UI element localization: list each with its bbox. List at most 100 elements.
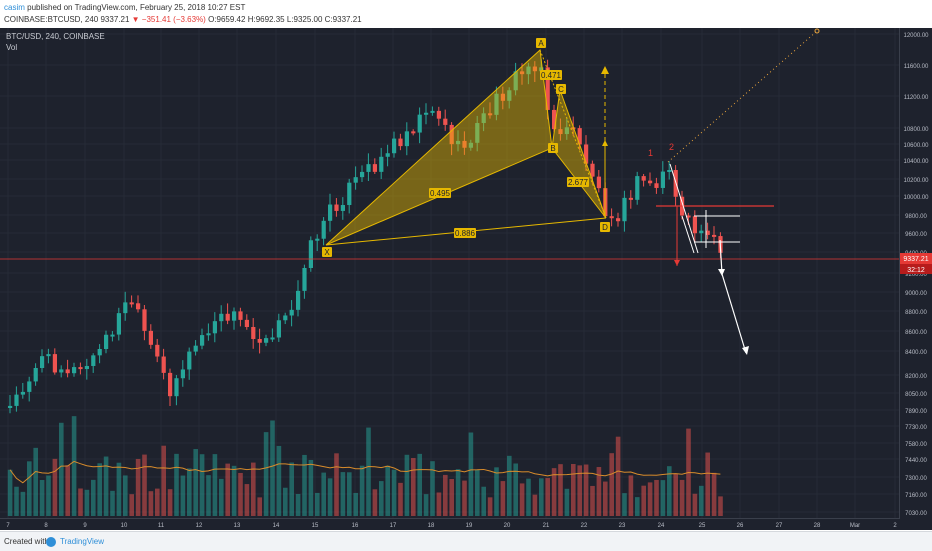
volume-bar: [110, 491, 115, 516]
candle-body: [283, 315, 287, 320]
publish-info: published on TradingView.com, February 2…: [27, 3, 245, 12]
volume-bar: [78, 488, 83, 516]
publication-header: casim published on TradingView.com, Febr…: [0, 0, 932, 30]
candle-body: [40, 356, 44, 368]
chart-area[interactable]: 0.495 0.471 2.677 0.886 X A B C: [0, 28, 932, 530]
volume-bar: [302, 455, 307, 516]
volume-bar: [398, 483, 403, 516]
candle-body: [27, 381, 31, 391]
volume-bar: [584, 465, 589, 516]
legend-title: BTC/USD, 240, COINBASE: [6, 32, 105, 41]
tradingview-logo-icon: [46, 537, 56, 547]
candle-body: [270, 337, 274, 339]
price-tick-label: 9800.00: [905, 214, 927, 220]
ratio-0-495: 0.495: [429, 188, 451, 198]
time-tick-label: 11: [158, 523, 165, 529]
candle-body: [296, 291, 300, 310]
volume-bar: [328, 478, 333, 516]
volume-bar: [539, 478, 544, 516]
candle-body: [373, 164, 377, 172]
ratio-label-0-495: 0.495: [430, 189, 451, 198]
price-tick-label: 10600.00: [903, 143, 929, 149]
tradingview-link[interactable]: TradingView: [60, 532, 104, 551]
volume-bar: [449, 479, 454, 516]
volume-bar: [379, 481, 384, 516]
last-price: 9337.21: [100, 15, 129, 24]
chart-background: [0, 28, 932, 530]
volume-bar: [360, 466, 365, 516]
chart-svg[interactable]: 0.495 0.471 2.677 0.886 X A B C: [0, 28, 932, 530]
time-tick-label: 19: [466, 523, 473, 529]
volume-bar: [533, 495, 538, 516]
volume-bar: [142, 455, 147, 516]
time-tick-label: 26: [737, 523, 744, 529]
volume-bar: [635, 497, 640, 516]
price-axis[interactable]: 12000.0011600.0011200.0010800.0010600.00…: [900, 28, 932, 518]
candle-body: [142, 309, 146, 331]
price-tick-label: 12000.00: [903, 33, 929, 39]
candle-body: [8, 406, 12, 408]
candle-body: [98, 349, 102, 355]
candle-body: [366, 164, 370, 172]
volume-bar: [654, 480, 659, 516]
candle-body: [110, 335, 114, 337]
candle-body: [213, 321, 217, 333]
candle-body: [72, 367, 76, 373]
point-d: D: [600, 222, 610, 232]
volume-bar: [673, 474, 678, 516]
volume-bar: [85, 490, 90, 516]
candle-body: [104, 335, 108, 349]
volume-bar: [72, 416, 77, 516]
volume-bar: [46, 475, 51, 516]
price-tick-label: 7580.00: [905, 442, 927, 448]
point-c: C: [556, 84, 566, 94]
author-link[interactable]: casim: [4, 3, 25, 12]
price-tick-label: 7160.00: [905, 493, 927, 499]
volume-bar: [59, 423, 64, 516]
candle-body: [251, 327, 255, 339]
price-tick-label: 11200.00: [904, 95, 929, 101]
candle-body: [418, 115, 422, 133]
ratio-0-886: 0.886: [454, 228, 476, 238]
volume-bar: [91, 480, 96, 516]
price-tick-label: 7440.00: [905, 458, 927, 464]
point-b: B: [548, 143, 558, 153]
ohlc-open: O:9659.42: [208, 15, 245, 24]
created-with-label: Created with: [4, 532, 49, 551]
volume-bar: [315, 493, 320, 516]
candle-body: [46, 354, 50, 356]
volume-bar: [129, 494, 134, 516]
candle-body: [642, 176, 646, 181]
time-tick-label: 24: [658, 523, 665, 529]
volume-bar: [373, 489, 378, 516]
candle-body: [411, 131, 415, 133]
volume-bar: [149, 491, 154, 516]
volume-bar: [161, 446, 166, 516]
price-tick-label: 10400.00: [903, 159, 929, 165]
volume-bar: [296, 494, 301, 516]
volume-bar: [123, 475, 128, 516]
time-tick-label: 27: [776, 523, 783, 529]
volume-bar: [629, 475, 634, 516]
volume-bar: [424, 494, 429, 516]
time-tick-label: 12: [196, 523, 203, 529]
candle-body: [181, 369, 185, 378]
price-tick-label: 10200.00: [903, 178, 929, 184]
svg-text:D: D: [602, 223, 608, 232]
last-price-badge-label: 9337.21: [903, 256, 928, 263]
candle-body: [91, 355, 95, 366]
candle-body: [635, 176, 639, 200]
candle-body: [21, 392, 25, 395]
time-tick-label: 17: [390, 523, 397, 529]
volume-bar: [334, 453, 339, 516]
volume-bar: [392, 470, 397, 516]
volume-bar: [283, 488, 288, 516]
candle-body: [616, 218, 620, 221]
candle-body: [117, 313, 121, 334]
candle-body: [386, 153, 390, 157]
candle-body: [597, 177, 601, 189]
volume-bar: [187, 468, 192, 516]
price-tick-label: 8600.00: [905, 330, 927, 336]
candle-body: [194, 346, 198, 352]
